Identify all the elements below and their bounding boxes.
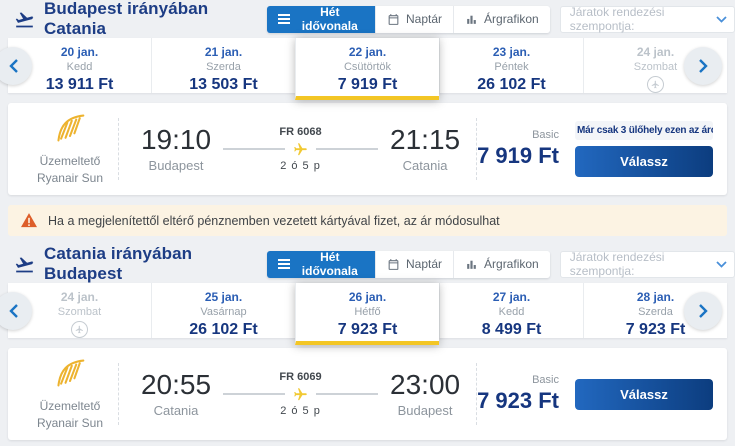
sort-dropdown[interactable]: Járatok rendezési szempontja: (559, 5, 735, 33)
date-tab[interactable]: 25 jan. Vasárnap 26 102 Ft (151, 283, 295, 338)
outbound-section: Budapest irányában Catania Hét idővonala (0, 0, 735, 236)
seats-left-badge: Már csak 3 ülőhely ezen az áron (575, 121, 713, 140)
ryanair-harp-logo (22, 357, 118, 394)
flight-takeoff-icon (14, 9, 35, 30)
view-toolbar: Hét idővonala Naptár Árgrafikon (266, 250, 735, 278)
warning-icon (21, 213, 37, 228)
list-icon (277, 259, 290, 269)
flight-path: FR 6069 2 ó 5 p (219, 371, 382, 417)
divider (476, 363, 478, 425)
sort-dropdown[interactable]: Járatok rendezési szempontja: (559, 250, 735, 278)
route-info: 19:10 Budapest FR 6068 2 ó 5 p 21:1 (119, 124, 476, 173)
section-title: Catania irányában Budapest (44, 244, 193, 283)
ryanair-harp-logo (22, 112, 118, 149)
no-flight-icon (71, 321, 88, 338)
divider (118, 118, 119, 180)
list-icon (277, 14, 290, 24)
cta-column: Válassz (575, 378, 713, 410)
operator-info: Üzemeltető Ryanair Sun (22, 357, 118, 430)
select-flight-button[interactable]: Válassz (575, 378, 713, 410)
departure-info: 19:10 Budapest (140, 124, 212, 173)
prev-dates-button[interactable] (0, 46, 32, 85)
operator-info: Üzemeltető Ryanair Sun (22, 112, 118, 185)
date-tab[interactable]: 27 jan. Kedd 8 499 Ft (439, 283, 583, 338)
arrival-info: 21:15 Catania (390, 124, 461, 173)
outbound-date-tabs: 20 jan. Kedd 13 911 Ft 21 jan. Szerda 13… (0, 38, 727, 100)
route-info: 20:55 Catania FR 6069 2 ó 5 p 23:00 (119, 369, 476, 418)
calendar-view-button[interactable]: Naptár (374, 5, 454, 33)
timeline-view-button[interactable]: Hét idővonala (266, 250, 375, 278)
date-tab[interactable]: 23 jan. Péntek 26 102 Ft (439, 38, 583, 93)
date-tab-selected[interactable]: 22 jan. Csütörtök 7 919 Ft (295, 38, 439, 100)
departure-info: 20:55 Catania (140, 369, 212, 418)
divider (118, 363, 119, 425)
outbound-header: Budapest irányában Catania Hét idővonala (0, 0, 735, 38)
chevron-down-icon (716, 257, 727, 271)
bar-chart-icon (465, 258, 478, 271)
divider (476, 118, 478, 180)
bar-chart-icon (465, 13, 478, 26)
price-info: Basic 7 919 Ft (477, 129, 559, 168)
outbound-flight-card: Üzemeltető Ryanair Sun 19:10 Budapest FR… (8, 103, 727, 195)
price-info: Basic 7 923 Ft (477, 374, 559, 413)
no-flight-icon (647, 76, 664, 93)
chevron-down-icon (716, 12, 727, 26)
cta-column: Már csak 3 ülőhely ezen az áron Válassz (575, 121, 713, 177)
price-graph-button[interactable]: Árgrafikon (453, 5, 550, 33)
return-flight-card: Üzemeltető Ryanair Sun 20:55 Catania FR … (8, 348, 727, 440)
plane-icon (293, 387, 308, 402)
section-title: Budapest irányában Catania (44, 0, 209, 38)
select-flight-button[interactable]: Válassz (575, 146, 713, 177)
return-section: Catania irányában Budapest Hét idővonala (0, 244, 735, 440)
view-toolbar: Hét idővonala Naptár Árgrafikon (266, 5, 735, 33)
next-dates-button[interactable] (684, 291, 722, 330)
date-tab[interactable]: 21 jan. Szerda 13 503 Ft (151, 38, 295, 93)
currency-warning: Ha a megjelenítettől eltérő pénznemben v… (8, 205, 727, 236)
price-graph-button[interactable]: Árgrafikon (453, 250, 550, 278)
arrival-info: 23:00 Budapest (390, 369, 461, 418)
calendar-view-button[interactable]: Naptár (374, 250, 454, 278)
return-date-tabs: 24 jan. Szombat 25 jan. Vasárnap 26 102 … (0, 283, 727, 345)
next-dates-button[interactable] (684, 46, 722, 85)
prev-dates-button[interactable] (0, 291, 32, 330)
date-tab-selected[interactable]: 26 jan. Hétfő 7 923 Ft (295, 283, 439, 345)
calendar-icon (387, 258, 400, 271)
return-header: Catania irányában Budapest Hét idővonala (0, 244, 735, 283)
flight-takeoff-icon (14, 254, 35, 275)
plane-icon (293, 142, 308, 157)
warning-text: Ha a megjelenítettől eltérő pénznemben v… (48, 213, 500, 228)
flight-path: FR 6068 2 ó 5 p (219, 126, 382, 172)
calendar-icon (387, 13, 400, 26)
timeline-view-button[interactable]: Hét idővonala (266, 5, 375, 33)
